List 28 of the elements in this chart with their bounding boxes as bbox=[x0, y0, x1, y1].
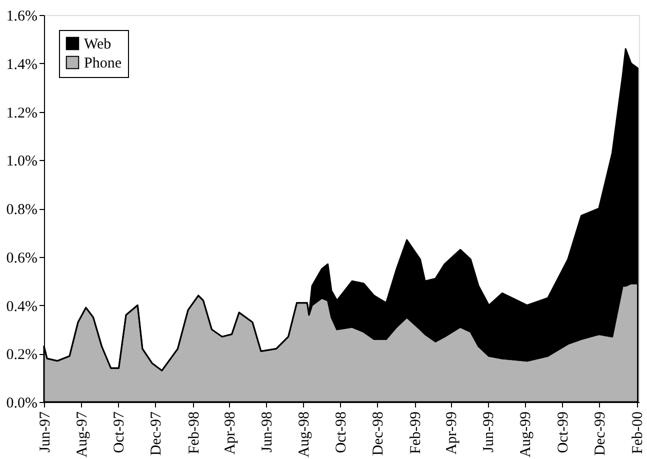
x-tick-label: Apr-99 bbox=[444, 412, 460, 455]
y-tick-label: 1.2% bbox=[6, 105, 38, 122]
x-tick-label: Dec-97 bbox=[148, 411, 165, 456]
x-tick-label: Feb-00 bbox=[630, 412, 646, 454]
x-tick-label: Apr-98 bbox=[222, 412, 238, 455]
legend-label: Phone bbox=[84, 56, 122, 72]
y-tick-label: 0.0% bbox=[6, 396, 38, 412]
x-tick-label: Dec-99 bbox=[592, 412, 608, 456]
x-tick-label: Jun-98 bbox=[259, 412, 276, 452]
x-tick-label: Aug-98 bbox=[296, 412, 312, 458]
x-tick-label: Jun-99 bbox=[481, 412, 498, 452]
x-tick-label: Jun-97 bbox=[38, 411, 54, 452]
x-tick-label: Aug-99 bbox=[518, 412, 534, 458]
y-tick-label: 0.6% bbox=[6, 250, 38, 266]
y-tick-label: 1.4% bbox=[6, 56, 38, 73]
y-tick-label: 0.2% bbox=[6, 347, 38, 364]
x-tick-label: Oct-99 bbox=[555, 412, 572, 454]
x-tick-label: Oct-97 bbox=[112, 411, 128, 454]
y-tick-label: 0.4% bbox=[6, 298, 38, 315]
y-tick-label: 0.8% bbox=[6, 202, 38, 218]
x-tick-label: Aug-97 bbox=[74, 411, 91, 458]
x-tick-label: Dec-98 bbox=[370, 412, 387, 456]
y-tick-label: 1.0% bbox=[6, 154, 38, 170]
y-tick-label: 1.6% bbox=[6, 8, 38, 24]
x-tick-label: Oct-98 bbox=[333, 412, 350, 454]
legend-label: Web bbox=[84, 36, 112, 52]
x-tick-label: Feb-98 bbox=[186, 412, 202, 454]
x-tick-label: Feb-99 bbox=[408, 412, 424, 454]
